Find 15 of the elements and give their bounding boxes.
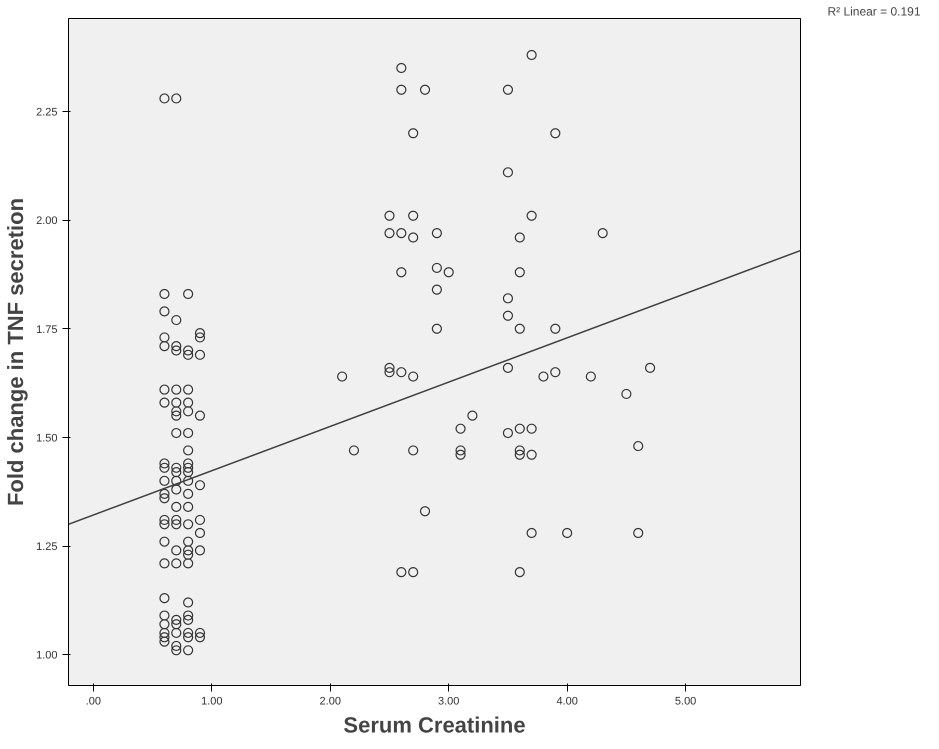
y-tick-label: 2.25 [36,106,58,118]
y-tick-label: 2.00 [36,215,58,228]
y-tick-label: 1.00 [36,650,58,662]
text: R² Linear = 0.191 [827,4,921,18]
x-tick-label: 2.00 [320,696,341,708]
x-tick-label: .00 [86,696,102,708]
y-tick-label: 1.50 [36,432,58,444]
x-axis-title: Serum Creatinine [343,712,526,738]
x-tick-label: 3.00 [438,696,460,708]
x-tick-label: 4.00 [556,696,578,708]
y-tick-label: 1.25 [36,541,58,554]
y-tick-label: 1.75 [36,324,58,336]
y-axis-title: Fold change in TNF secretion [3,198,28,506]
x-tick-label: 1.00 [201,696,223,708]
x-tick-label: 5.00 [674,696,696,708]
